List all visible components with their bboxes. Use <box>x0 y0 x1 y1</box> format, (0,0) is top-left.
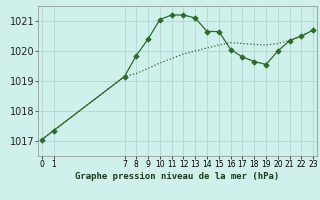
X-axis label: Graphe pression niveau de la mer (hPa): Graphe pression niveau de la mer (hPa) <box>76 172 280 181</box>
